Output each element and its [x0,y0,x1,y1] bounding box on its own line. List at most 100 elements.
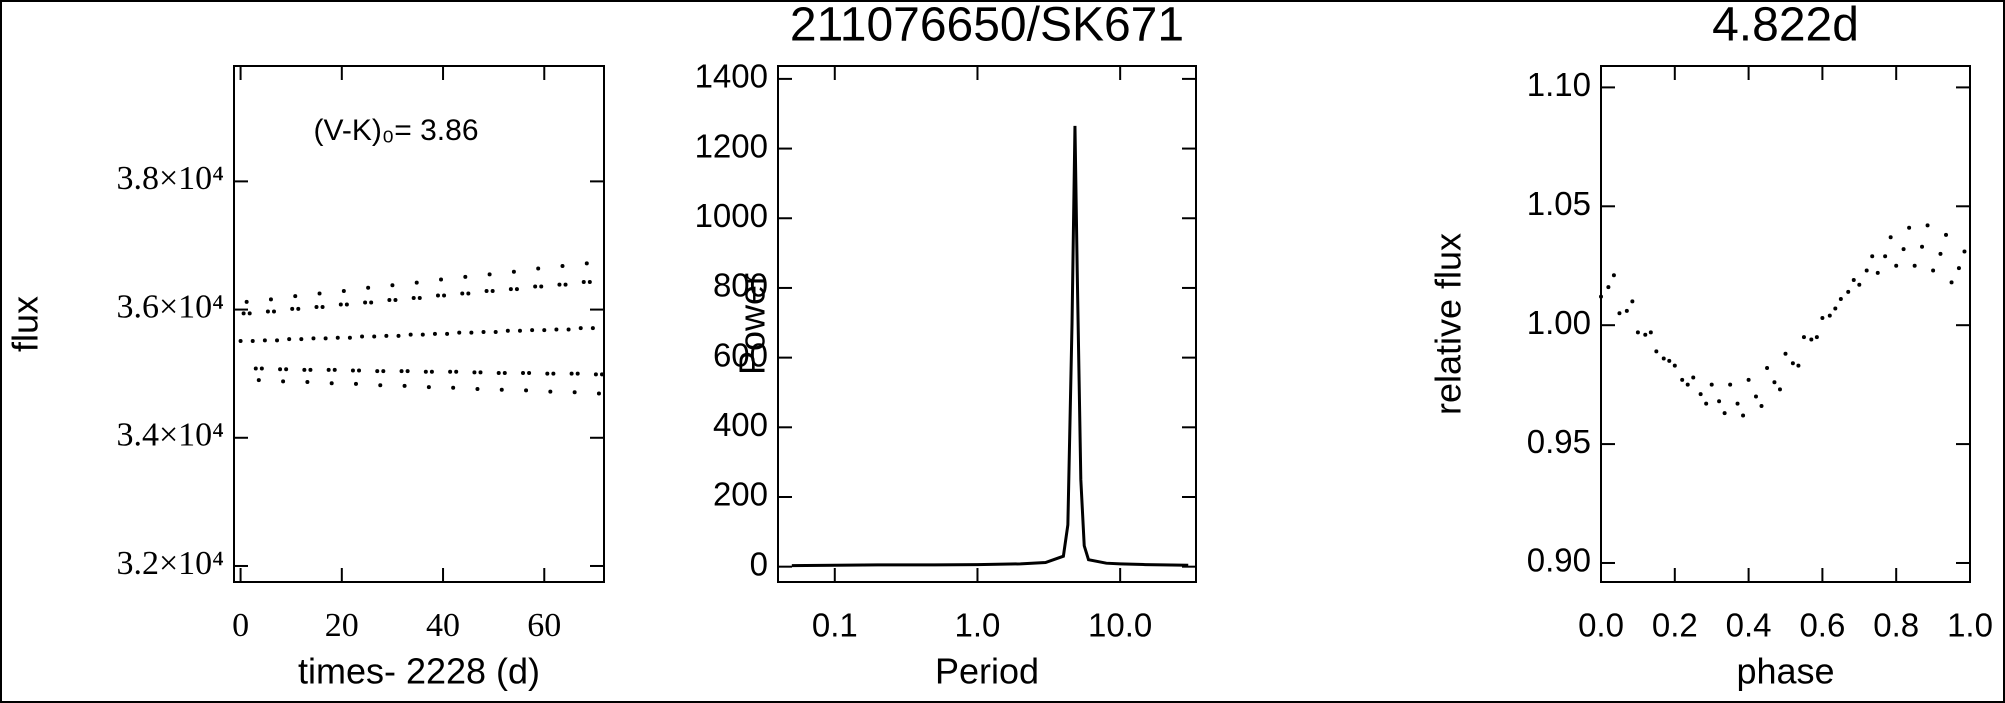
data-point [1827,313,1832,318]
data-point [1753,394,1758,399]
data-point [1680,377,1685,382]
y-tick-label: 800 [713,267,768,304]
data-point [1888,235,1893,240]
y-axis-label: relative flux [1428,233,1469,415]
data-point [457,330,462,335]
data-point [1717,399,1722,404]
data-point [566,327,571,332]
data-point [1746,377,1751,382]
y-tick-label: 0 [750,545,768,582]
data-point [1846,289,1851,294]
data-point [496,371,501,376]
data-point [466,291,471,296]
data-point [1643,332,1648,337]
data-point [578,326,583,331]
x-tick-label: 1.0 [955,607,1001,644]
data-point [530,328,535,333]
data-point [357,368,362,373]
data-point [411,296,416,301]
data-point [487,272,492,277]
data-point [1956,266,1961,271]
data-point [1630,299,1635,304]
data-point [560,263,565,268]
data-point [1931,268,1936,273]
data-point [472,370,477,375]
data-point [1661,356,1666,361]
chart-title: 211076650/SK671 [790,0,1184,52]
data-point [548,389,553,394]
data-point [341,288,346,293]
data-point [1667,358,1672,363]
data-point [1765,365,1770,370]
data-point [1907,225,1912,230]
data-point [287,337,292,342]
x-tick-label: 0.1 [812,607,858,644]
data-point [432,331,437,336]
data-point [533,284,538,289]
data-point [1672,363,1677,368]
data-point [445,331,450,336]
data-point [1759,404,1764,409]
x-tick-label: 10.0 [1088,607,1152,644]
x-tick-label: 1.0 [1947,607,1993,644]
data-point [253,366,258,371]
x-tick-label: 0.8 [1873,607,1919,644]
chart-title: 4.822d [1712,0,1859,52]
data-point [539,284,544,289]
y-tick-label: 3.8×10⁴ [116,160,224,197]
data-point [1820,316,1825,321]
data-point [290,306,295,311]
data-point [311,336,316,341]
x-tick-label: 0.6 [1799,607,1845,644]
data-point [329,381,334,386]
data-point [405,369,410,374]
data-point [320,305,325,310]
plot-frame [233,65,605,583]
data-point [1617,311,1622,316]
data-point [281,379,286,384]
data-point [417,296,422,301]
y-tick-label: 600 [713,336,768,373]
data-point [1709,382,1714,387]
data-point [502,371,507,376]
data-point [451,385,456,390]
data-point [402,383,407,388]
data-point [308,367,313,372]
data-point [1741,413,1746,418]
data-point [1728,382,1733,387]
data-point [423,369,428,374]
x-axis-label: times- 2228 (d) [298,651,540,692]
data-point [296,306,301,311]
y-tick-label: 1.05 [1527,185,1591,222]
data-point [384,333,389,338]
data-point [454,369,459,374]
data-point [1949,280,1954,285]
x-tick-label: 40 [426,607,460,644]
data-point [1870,254,1875,259]
data-point [521,371,526,376]
data-point [360,334,365,339]
data-point [268,297,273,302]
data-point [350,368,355,373]
data-point [542,328,547,333]
plot-frame [777,65,1197,583]
data-point [1698,392,1703,397]
data-point [511,269,516,274]
data-point [408,332,413,337]
data-point [557,282,562,287]
data-point [259,366,264,371]
y-tick-label: 3.2×10⁴ [116,545,224,582]
data-point [390,283,395,288]
data-point [399,369,404,374]
y-tick-label: 1200 [695,127,768,164]
y-tick-label: 1400 [695,58,768,95]
data-point [1883,254,1888,259]
x-axis-label: Period [935,651,1039,692]
data-point [536,266,541,271]
data-point [563,282,568,287]
data-point [1772,380,1777,385]
data-point [572,390,577,395]
data-point [505,328,510,333]
data-point [1635,330,1640,335]
